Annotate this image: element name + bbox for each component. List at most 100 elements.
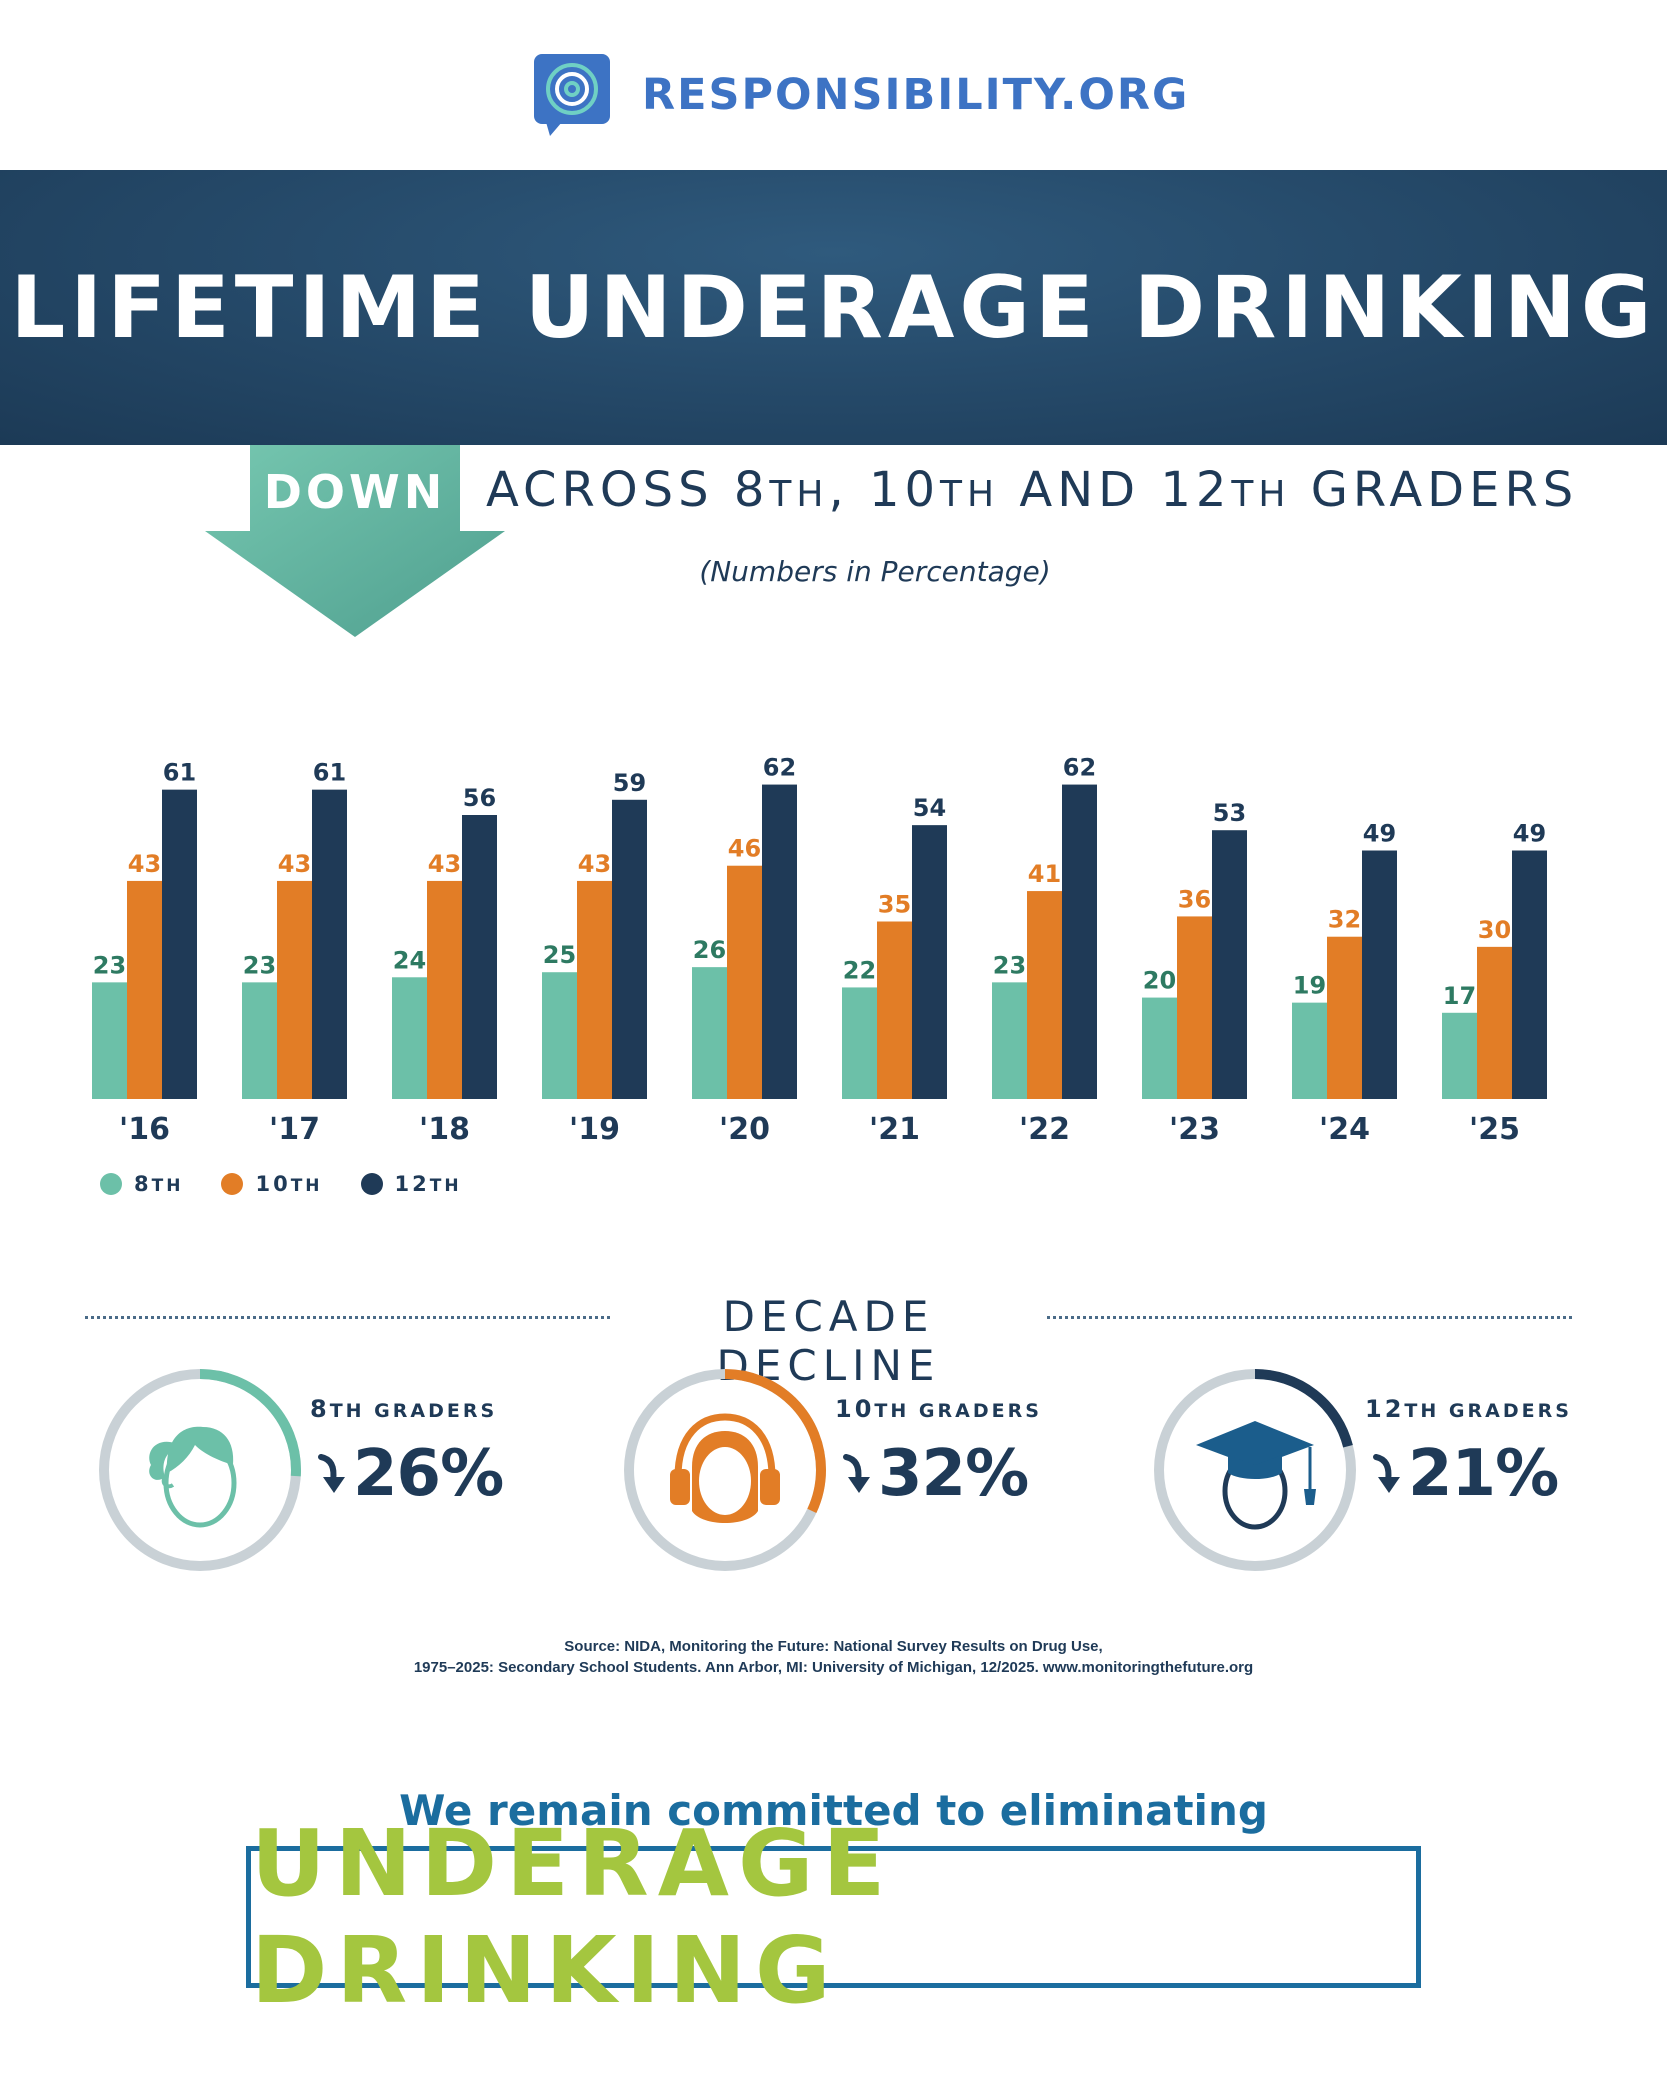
bar-10th-2 [427,880,462,1099]
grade-10-label: 10TH GRADERS [835,1395,1042,1423]
commitment-emphasis: UNDERAGE DRINKING [251,1810,895,2024]
divider-left [85,1316,610,1319]
grade-12-label: 12TH GRADERS [1365,1395,1572,1423]
bar-10th-1 [277,880,312,1099]
bar-value-10th-9: 30 [1478,916,1511,944]
bar-8th-3 [542,972,577,1099]
bar-value-12th-2: 56 [463,784,496,812]
bar-12th-3 [612,799,647,1099]
bar-10th-8 [1327,936,1362,1099]
bar-chart: 23 43 61 '16 23 43 61 '17 24 43 56 '18 25 43 59 '19 26 46… [92,754,1547,1147]
bar-value-10th-6: 41 [1028,860,1061,888]
legend-label-10th: 10TH [255,1172,323,1196]
bar-value-12th-7: 53 [1213,799,1246,827]
grade-8-percent: 26% [353,1437,504,1511]
bar-value-8th-2: 24 [393,946,426,974]
bar-10th-4 [727,865,762,1099]
bar-value-8th-9: 17 [1443,982,1476,1010]
logo[interactable]: RESPONSIBILITY.ORG [532,52,1189,138]
subtitle: ACROSS 8TH, 10TH AND 12TH GRADERS [486,462,1579,518]
units-note: (Numbers in Percentage) [699,555,1051,588]
target-speech-bubble-icon [534,54,610,136]
bar-10th-0 [127,880,162,1099]
headphones-face-icon [670,1413,780,1523]
bar-8th-4 [692,967,727,1099]
bar-12th-8 [1362,850,1397,1099]
progress-ring-10th [624,1369,826,1571]
grade-10-percent: 32% [878,1437,1029,1511]
legend-item-8th: 8TH [100,1172,183,1196]
source-line-2: 1975–2025: Secondary School Students. An… [413,1659,1254,1676]
bar-value-12th-9: 49 [1513,820,1546,848]
bar-8th-9 [1442,1012,1477,1099]
bar-8th-5 [842,987,877,1099]
grade-8-change: 26% [317,1437,504,1511]
girl-face-icon [149,1426,237,1528]
bar-value-10th-1: 43 [278,850,311,878]
bar-8th-7 [1142,997,1177,1099]
progress-arc [99,1369,301,1571]
progress-ring-12th [1154,1369,1356,1571]
bar-value-8th-7: 20 [1143,967,1176,995]
bar-8th-6 [992,982,1027,1099]
grade-8-decline: 8TH GRADERS 26% [95,1365,595,1575]
bar-12th-9 [1512,850,1547,1099]
x-tick-label: '25 [1469,1112,1520,1147]
grade-12-decline: 12TH GRADERS 21% [1150,1365,1650,1575]
source-line-1: Source: NIDA, Monitoring the Future: Nat… [564,1638,1103,1655]
bar-value-8th-6: 23 [993,951,1026,979]
bar-value-10th-7: 36 [1178,885,1211,913]
x-tick-label: '17 [269,1112,320,1147]
legend-dot-12th [360,1173,383,1195]
graduate-face-icon [1196,1421,1316,1530]
legend-label-8th: 8TH [134,1172,184,1196]
grade-12-change: 21% [1372,1437,1559,1511]
x-tick-label: '16 [119,1112,170,1147]
bar-12th-1 [312,789,347,1099]
bar-value-12th-3: 59 [613,769,646,797]
bar-value-10th-5: 35 [878,891,911,919]
progress-arc [1154,1369,1356,1571]
bar-value-12th-0: 61 [163,759,196,787]
arrow-down-icon [1373,1454,1400,1493]
x-tick-label: '22 [1019,1112,1070,1147]
bar-12th-7 [1212,830,1247,1099]
bar-12th-6 [1062,784,1097,1099]
bar-value-10th-0: 43 [128,850,161,878]
legend-item-12th: 12TH [360,1172,462,1196]
progress-arc [624,1369,826,1571]
x-tick-label: '19 [569,1112,620,1147]
legend-dot-8th [100,1173,122,1195]
x-tick-label: '20 [719,1112,770,1147]
bar-value-8th-3: 25 [543,941,576,969]
chart-legend: 8TH 10TH 12TH [100,1172,462,1196]
grade-12-percent: 21% [1408,1437,1559,1511]
page-title: LIFETIME UNDERAGE DRINKING [10,257,1657,358]
bar-value-10th-2: 43 [428,850,461,878]
bar-10th-7 [1177,916,1212,1099]
down-arrow-icon [205,445,505,637]
bar-8th-8 [1292,1002,1327,1099]
bar-12th-2 [462,815,497,1099]
bar-8th-0 [92,982,127,1099]
bar-10th-9 [1477,946,1512,1099]
bar-12th-0 [162,789,197,1099]
bar-value-12th-8: 49 [1363,820,1396,848]
bar-10th-5 [877,921,912,1099]
bar-value-8th-1: 23 [243,951,276,979]
bar-value-8th-0: 23 [93,951,126,979]
divider-right [1047,1316,1572,1319]
grade-10-change: 32% [842,1437,1029,1511]
x-tick-label: '18 [419,1112,470,1147]
bar-value-12th-4: 62 [763,754,796,782]
bar-12th-5 [912,825,947,1099]
bar-value-10th-8: 32 [1328,906,1361,934]
bar-value-10th-4: 46 [728,835,761,863]
bar-value-12th-5: 54 [913,794,946,822]
bar-value-8th-4: 26 [693,936,726,964]
arrow-down-icon [318,1454,345,1493]
bar-value-8th-5: 22 [843,956,876,984]
legend-item-10th: 10TH [221,1172,322,1196]
bar-value-12th-1: 61 [313,759,346,787]
down-label: DOWN [263,465,447,519]
